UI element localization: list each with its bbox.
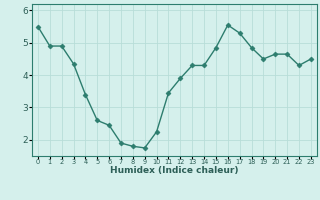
X-axis label: Humidex (Indice chaleur): Humidex (Indice chaleur) <box>110 166 239 175</box>
